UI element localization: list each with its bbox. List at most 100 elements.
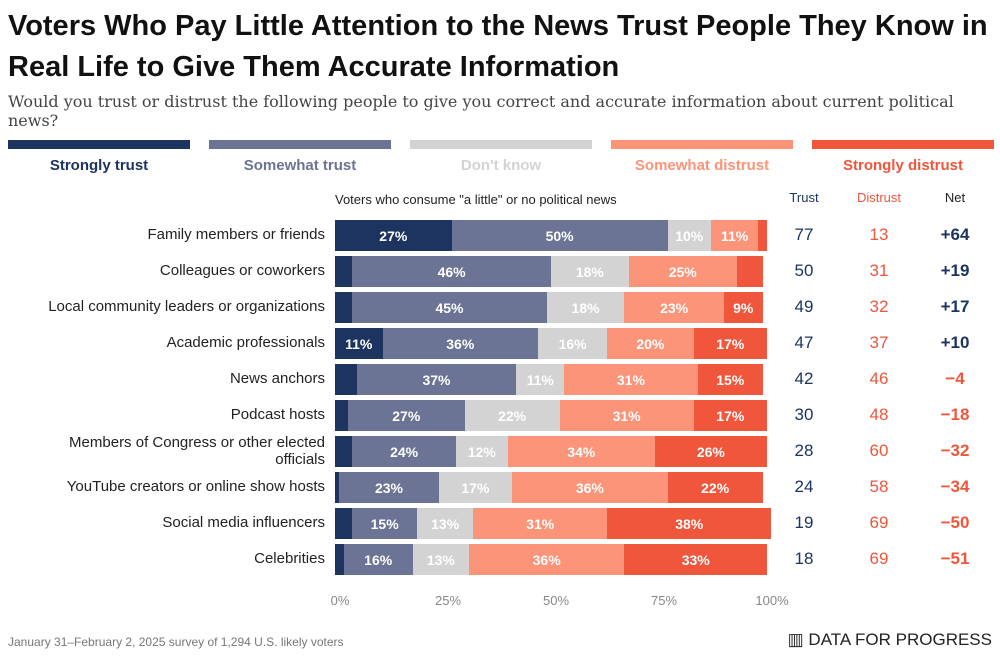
data-label: 36% [532,551,561,568]
net-value: +64 [940,225,970,244]
bar-chart-icon: ▥ [787,630,804,649]
trust-value: 24 [794,477,814,496]
bar-segment [335,364,357,395]
data-label: 16% [558,335,587,352]
distrust-value: 69 [869,549,889,568]
distrust-value: 69 [869,513,889,532]
bar-segment: 12% [455,436,508,467]
distrust-value: 13 [869,225,889,244]
data-label: 38% [675,515,704,532]
bar-segment: 31% [473,508,608,539]
bar-segment: 17% [693,328,767,359]
trust-value: 49 [794,297,814,316]
x-tick-label: 0% [330,593,350,608]
net-value: −51 [940,549,970,568]
bar-segment: 36% [512,472,668,503]
bar-segment: 17% [693,400,767,431]
bar-segment [335,256,353,287]
net-value: −34 [940,477,970,496]
legend-label: Somewhat trust [243,157,357,174]
category-label: Local community leaders or organizations [48,298,325,315]
data-label: 23% [374,479,403,496]
trust-value: 19 [794,513,814,532]
bar-segment: 50% [451,220,668,251]
bar-segment: 20% [607,328,694,359]
data-label: 31% [612,407,641,424]
trust-value: 28 [794,441,814,460]
chart-title: Voters Who Pay Little Attention to the N… [8,10,988,83]
net-value: −50 [940,513,970,532]
data-label: 11% [720,227,749,244]
data-label: 22% [498,407,527,424]
trust-value: 77 [794,225,814,244]
footer-source: January 31–February 2, 2025 survey of 1,… [8,635,344,649]
bar-segment: 16% [343,544,413,575]
data-label: 15% [716,371,745,388]
data-label: 13% [426,551,455,568]
bar-segment: 46% [352,256,551,287]
distrust-value: 32 [869,297,889,316]
bar-segment: 27% [335,220,452,251]
legend-label: Somewhat distrust [634,157,770,174]
trust-value: 42 [794,369,814,388]
data-label: 36% [575,479,604,496]
distrust-value: 48 [869,405,889,424]
data-label: 36% [446,335,475,352]
bar-segment: 11% [335,328,383,359]
data-label: 11% [345,335,373,352]
bar-segment: 33% [624,544,767,575]
trust-value: 30 [794,405,814,424]
net-header: Net [944,190,966,205]
distrust-value: 60 [869,441,889,460]
legend-swatch [8,140,190,149]
category-label: Colleagues or coworkers [159,262,325,279]
distrust-value: 46 [869,369,889,388]
net-value: +10 [940,333,970,352]
data-label: 11% [526,371,554,388]
bar-segment [736,256,763,287]
bar-segment: 17% [438,472,513,503]
distrust-value: 31 [869,261,889,280]
bar-segment: 38% [607,508,772,539]
bar-segment: 23% [624,292,724,323]
logo: ▥ DATA FOR PROGRESS [787,630,992,649]
distrust-value: 37 [869,333,889,352]
bar-segment: 36% [468,544,625,575]
data-label: 18% [575,263,604,280]
data-label: 50% [545,227,574,244]
bar-segment [335,436,353,467]
trust-value: 50 [794,261,814,280]
net-value: −32 [940,441,970,460]
bar-segment: 22% [464,400,560,431]
legend-label: Strongly trust [49,157,149,174]
chart-note: Voters who consume "a little" or no poli… [335,192,617,207]
data-label: 45% [435,299,464,316]
bar-segment: 11% [516,364,564,395]
legend-label: Strongly distrust [842,157,963,174]
legend-item: Strongly distrust [812,140,994,174]
category-label: Members of Congress or other elected off… [69,434,325,468]
distrust-header: Distrust [856,190,902,205]
trust-value: 18 [794,549,814,568]
net-value: +19 [940,261,970,280]
legend-item: Somewhat trust [209,140,391,174]
x-tick-label: 50% [542,593,570,608]
bar-segment: 18% [546,292,625,323]
data-label: 31% [526,515,555,532]
bar-segment: 13% [417,508,474,539]
category-label: Family members or friends [147,226,325,243]
bar-segment: 37% [356,364,517,395]
data-label: 23% [660,299,689,316]
bar-segment: 27% [347,400,465,431]
data-label: 27% [379,227,408,244]
category-label: Social media influencers [162,514,325,531]
chart-subtitle: Would you trust or distrust the followin… [8,92,954,130]
bar-segment: 45% [352,292,547,323]
data-label: 34% [567,443,596,460]
bar-segment: 25% [628,256,737,287]
net-value: −18 [940,405,970,424]
data-label: 17% [716,407,745,424]
bar-segment: 31% [559,400,694,431]
bar-segment: 26% [654,436,767,467]
